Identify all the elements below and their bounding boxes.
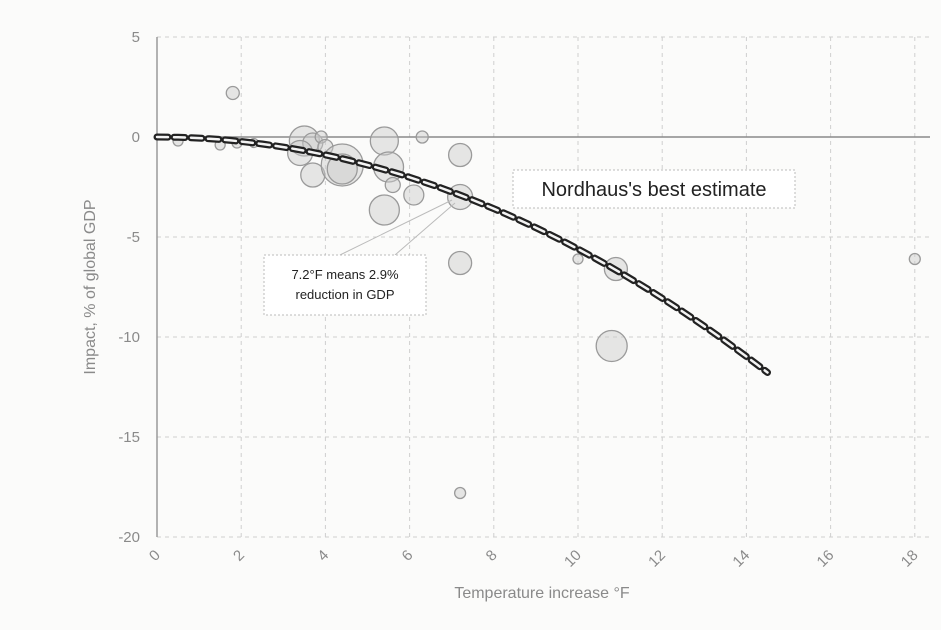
x-tick-label: 2 — [230, 547, 248, 565]
data-point — [369, 126, 399, 156]
annotation-line2: reduction in GDP — [296, 287, 395, 302]
gridlines — [157, 36, 930, 538]
y-axis-label: Impact, % of global GDP — [82, 199, 99, 374]
annotation-line1: 7.2°F means 2.9% — [291, 267, 399, 282]
data-point — [447, 250, 473, 276]
x-tick-label: 4 — [314, 547, 332, 565]
data-point — [572, 253, 584, 265]
data-point — [384, 176, 401, 194]
x-tick-label: 0 — [146, 547, 164, 565]
fit-line-inner — [155, 135, 769, 374]
data-point — [225, 85, 240, 101]
y-tick-label: -5 — [127, 229, 140, 246]
y-tick-label: -10 — [118, 329, 140, 346]
x-tick-label: 18 — [898, 547, 922, 571]
y-tick-label: 0 — [132, 129, 140, 146]
annotation-best-estimate: Nordhaus's best estimate — [512, 169, 796, 209]
data-point — [368, 194, 400, 226]
data-point — [453, 486, 467, 500]
data-point — [595, 329, 628, 363]
ticks: 0 2 4 6 8 10 12 14 16 18 5 0 -5 -10 -15 -20 — [118, 29, 921, 571]
data-point — [908, 252, 921, 266]
data-point — [415, 130, 429, 144]
x-tick-label: 12 — [645, 547, 669, 571]
x-tick-label: 6 — [399, 547, 417, 565]
best-estimate-label: Nordhaus's best estimate — [541, 179, 766, 201]
x-tick-label: 8 — [483, 547, 501, 565]
annotation-7-2f: 7.2°F means 2.9% reduction in GDP — [263, 199, 456, 316]
x-tick-label: 14 — [729, 547, 753, 571]
x-tick-label: 16 — [814, 547, 838, 571]
y-tick-label: -20 — [118, 529, 140, 546]
y-tick-label: 5 — [132, 29, 140, 46]
data-point — [403, 184, 425, 206]
x-axis-label: Temperature increase °F — [454, 585, 630, 602]
data-point — [447, 142, 473, 168]
y-tick-label: -15 — [118, 429, 140, 446]
x-tick-label: 10 — [561, 547, 585, 571]
data-point — [300, 162, 326, 188]
